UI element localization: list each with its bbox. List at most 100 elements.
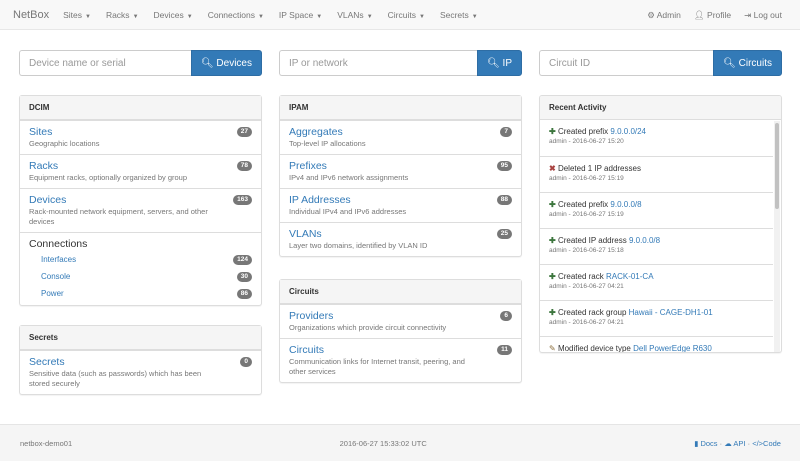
activity-item: ✚ Created prefix 9.0.0.0/8 admin - 2016-0… bbox=[540, 192, 773, 228]
footer: netbox-demo01 2016-06-27 15:33:02 UTC ▮ … bbox=[0, 424, 800, 461]
search-icon: 🔍︎ bbox=[723, 57, 736, 69]
list-item-providers: Providers Organizations which provide cir… bbox=[280, 304, 521, 338]
activity-action: Modified device type bbox=[557, 344, 631, 353]
ip-search-input[interactable] bbox=[279, 50, 478, 76]
count-badge: 27 bbox=[236, 127, 252, 137]
logout-link[interactable]: ⇥ Log out bbox=[744, 10, 782, 21]
activity-text: ✚ Created IP address 9.0.0.0/8 bbox=[549, 235, 764, 246]
item-link[interactable]: Aggregates bbox=[289, 126, 343, 138]
panel-heading: Secrets bbox=[20, 326, 261, 350]
list-item-connections: Connections Interfaces 124 Console 30 Powe… bbox=[20, 232, 261, 305]
pencil-icon: ✎ bbox=[549, 344, 556, 353]
activity-meta: admin - 2016-06-27 15:20 bbox=[549, 138, 624, 145]
count-badge: 95 bbox=[496, 161, 512, 171]
caret-down-icon: ▼ bbox=[257, 13, 264, 20]
device-search-input[interactable] bbox=[19, 50, 191, 76]
activity-text: ✎ Modified device type Dell PowerEdge R6… bbox=[549, 343, 764, 353]
item-link[interactable]: Devices bbox=[29, 194, 67, 206]
activity-link[interactable]: RACK-01-CA bbox=[605, 272, 654, 281]
list-item-devices: Devices Rack-mounted network equipment, s… bbox=[20, 188, 261, 232]
panel-heading: DCIM bbox=[20, 96, 261, 120]
activity-action: Created prefix bbox=[557, 127, 609, 136]
admin-label: Admin bbox=[656, 9, 681, 20]
count-badge: 0 bbox=[240, 357, 252, 367]
item-link[interactable]: Sites bbox=[29, 126, 53, 138]
activity-text: ✖ Deleted 1 IP addresses bbox=[549, 163, 764, 174]
activity-item: ✚ Created rack group Hawaii - CAGE-DH1-0… bbox=[540, 300, 773, 336]
item-link[interactable]: IP Addresses bbox=[289, 194, 351, 206]
menu-label: Racks bbox=[105, 9, 130, 20]
item-desc: Top-level IP allocations bbox=[289, 139, 366, 148]
footer-time: 2016-06-27 15:33:02 UTC bbox=[339, 438, 427, 448]
brand-logo[interactable]: NetBox bbox=[13, 8, 50, 21]
caret-down-icon: ▼ bbox=[471, 13, 478, 20]
count-badge: 7 bbox=[500, 127, 512, 137]
item-desc: Individual IPv4 and IPv6 addresses bbox=[289, 207, 407, 216]
menu-secrets[interactable]: Secrets ▼ bbox=[440, 10, 478, 20]
plus-icon: ✚ bbox=[549, 200, 556, 209]
ip-search-button[interactable]: 🔍︎ IP bbox=[477, 50, 522, 76]
item-link[interactable]: Racks bbox=[29, 160, 59, 172]
item-link[interactable]: Providers bbox=[289, 310, 334, 322]
count-badge: 88 bbox=[496, 195, 512, 205]
code-link[interactable]: Code bbox=[763, 438, 781, 448]
list-item-secrets: Secrets Sensitive data (such as passwords… bbox=[20, 350, 261, 394]
activity-item: ✚ Created rack RACK-01-CA admin - 2016-06… bbox=[540, 264, 773, 300]
circuit-search-button[interactable]: 🔍︎ Circuits bbox=[713, 50, 782, 76]
navbar: NetBox Sites ▼ Racks ▼ Devices ▼ Connection… bbox=[0, 0, 800, 30]
activity-meta: admin - 2016-06-27 15:18 bbox=[549, 247, 624, 254]
sub-item-interfaces[interactable]: Interfaces 124 bbox=[29, 251, 252, 268]
plus-icon: ✚ bbox=[549, 308, 556, 317]
menu-label: Connections bbox=[207, 9, 255, 20]
scrollbar-track[interactable] bbox=[774, 121, 780, 352]
activity-meta: admin - 2016-06-27 15:19 bbox=[549, 175, 624, 182]
count-badge: 163 bbox=[233, 195, 252, 205]
list-item-ip-addresses: IP Addresses Individual IPv4 and IPv6 add… bbox=[280, 188, 521, 222]
menu-circuits[interactable]: Circuits ▼ bbox=[388, 10, 425, 20]
circuit-search-input[interactable] bbox=[539, 50, 714, 76]
sub-item-power[interactable]: Power 86 bbox=[29, 285, 252, 302]
menu-ip-space[interactable]: IP Space ▼ bbox=[279, 10, 322, 20]
item-link[interactable]: VLANs bbox=[289, 228, 322, 240]
caret-down-icon: ▼ bbox=[316, 13, 323, 20]
activity-item: ✎ Modified device type Dell PowerEdge R6… bbox=[540, 336, 773, 353]
button-label: Devices bbox=[216, 57, 252, 69]
activity-list: ✚ Created prefix 9.0.0.0/24 admin - 2016-… bbox=[540, 120, 781, 353]
menu-connections[interactable]: Connections ▼ bbox=[208, 10, 264, 20]
item-link[interactable]: Prefixes bbox=[289, 160, 327, 172]
ip-search: 🔍︎ IP bbox=[279, 50, 522, 76]
activity-action: Created rack bbox=[557, 272, 604, 281]
sub-item-console[interactable]: Console 30 bbox=[29, 268, 252, 285]
activity-link[interactable]: 9.0.0.0/8 bbox=[610, 200, 642, 209]
activity-action: Deleted 1 IP addresses bbox=[557, 164, 641, 173]
menu-racks[interactable]: Racks ▼ bbox=[106, 10, 139, 20]
docs-link[interactable]: Docs bbox=[700, 438, 718, 448]
menu-sites[interactable]: Sites ▼ bbox=[63, 10, 91, 20]
activity-link[interactable]: 9.0.0.0/8 bbox=[628, 236, 661, 245]
book-icon: ▮ bbox=[694, 438, 699, 448]
activity-item: ✚ Created IP address 9.0.0.0/8 admin - 20… bbox=[540, 228, 773, 264]
plus-icon: ✚ bbox=[549, 127, 556, 136]
count-badge: 30 bbox=[236, 272, 252, 282]
panel-heading: IPAM bbox=[280, 96, 521, 120]
scrollbar-thumb[interactable] bbox=[775, 123, 779, 209]
api-link[interactable]: API bbox=[733, 438, 746, 448]
activity-link[interactable]: Dell PowerEdge R630 bbox=[633, 344, 712, 353]
profile-link[interactable]: 👤︎ Profile bbox=[694, 10, 731, 21]
device-search-button[interactable]: 🔍︎ Devices bbox=[190, 50, 262, 76]
count-badge: 124 bbox=[233, 255, 252, 265]
count-badge: 11 bbox=[497, 345, 512, 355]
item-link[interactable]: Circuits bbox=[289, 344, 325, 356]
menu-devices[interactable]: Devices ▼ bbox=[154, 10, 193, 20]
activity-link[interactable]: 9.0.0.0/24 bbox=[610, 127, 647, 136]
list-item-aggregates: Aggregates Top-level IP allocations 7 bbox=[280, 120, 521, 154]
admin-link[interactable]: ⚙ Admin bbox=[647, 10, 681, 21]
activity-link[interactable]: Hawaii - CAGE-DH1-01 bbox=[628, 308, 713, 317]
item-desc: Communication links for Internet transit… bbox=[289, 357, 465, 376]
circuit-search: 🔍︎ Circuits bbox=[539, 50, 782, 76]
activity-item: ✖ Deleted 1 IP addresses admin - 2016-06… bbox=[540, 156, 773, 192]
menu-vlans[interactable]: VLANs ▼ bbox=[337, 10, 372, 20]
item-link[interactable]: Secrets bbox=[29, 356, 65, 368]
activity-meta: admin - 2016-06-27 15:19 bbox=[549, 211, 624, 218]
caret-down-icon: ▼ bbox=[366, 13, 373, 20]
